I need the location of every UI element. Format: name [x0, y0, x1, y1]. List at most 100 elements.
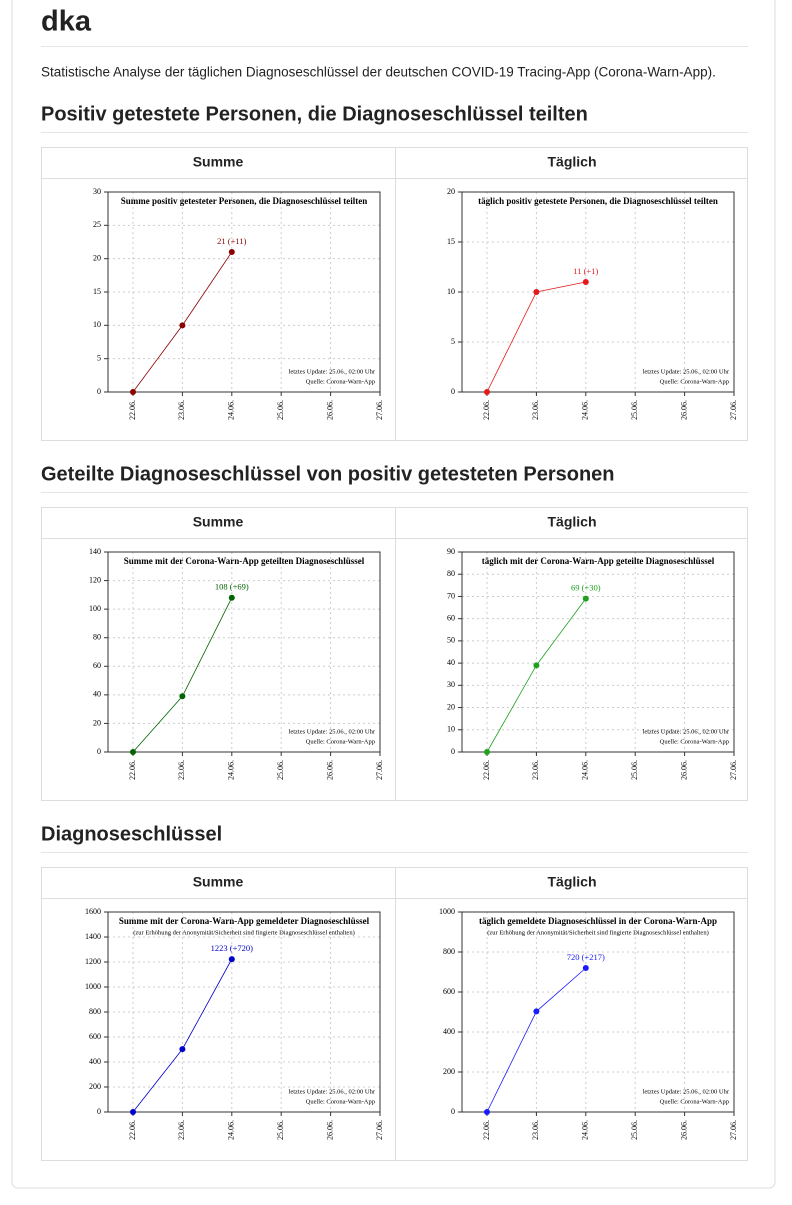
intro: Statistische Analyse der täglichen Diagn…: [41, 65, 716, 80]
column-heading: Täglich: [547, 154, 596, 170]
chart-note: Quelle: Corona-Warn-App: [306, 378, 375, 385]
x-tick-label: 24.06.: [227, 760, 236, 780]
point: [130, 1109, 136, 1115]
y-tick-label: 30: [447, 680, 455, 689]
y-tick-label: 0: [97, 1107, 101, 1116]
y-tick-label: 50: [447, 636, 455, 645]
value-label: 69 (+30): [571, 583, 601, 593]
x-tick-label: 27.06.: [729, 760, 738, 780]
plot-frame: [107, 551, 381, 753]
x-tick-label: 27.06.: [375, 760, 384, 780]
y-tick-label: 40: [93, 690, 101, 699]
y-tick-label: 20: [447, 187, 455, 196]
column-heading: Summe: [193, 514, 244, 530]
y-tick-label: 600: [89, 1032, 101, 1041]
chart-title: täglich positiv getestete Personen, die …: [478, 196, 718, 206]
y-tick-label: 5: [97, 353, 101, 362]
x-tick-label: 25.06.: [276, 400, 285, 420]
y-tick-label: 90: [447, 547, 455, 556]
x-tick-label: 24.06.: [581, 400, 590, 420]
y-tick-label: 0: [451, 387, 455, 396]
chart-title: täglich gemeldete Diagnoseschlüssel in d…: [479, 916, 717, 926]
chart-note: letztes Update: 25.06., 02:00 Uhr: [289, 728, 376, 735]
y-tick-label: 70: [447, 591, 455, 600]
y-tick-label: 0: [97, 747, 101, 756]
chart-note: letztes Update: 25.06., 02:00 Uhr: [643, 368, 730, 375]
x-tick-label: 27.06.: [729, 1120, 738, 1140]
x-tick-label: 27.06.: [375, 1120, 384, 1140]
y-tick-label: 140: [89, 547, 101, 556]
plot-frame: [461, 911, 735, 1113]
x-tick-label: 22.06.: [482, 760, 491, 780]
section-title: Positiv getestete Personen, die Diagnose…: [41, 103, 588, 125]
y-tick-label: 10: [447, 287, 455, 296]
y-tick-label: 60: [447, 613, 455, 622]
x-tick-label: 27.06.: [729, 400, 738, 420]
point: [484, 749, 490, 755]
y-tick-label: 20: [93, 253, 101, 262]
plot-frame: [461, 191, 735, 393]
point: [130, 749, 136, 755]
x-tick-label: 22.06.: [128, 400, 137, 420]
x-tick-label: 23.06.: [531, 760, 540, 780]
value-label: 1223 (+720): [211, 943, 253, 953]
x-tick-label: 26.06.: [679, 400, 688, 420]
point: [228, 956, 235, 963]
x-tick-label: 23.06.: [531, 1120, 540, 1140]
y-tick-label: 25: [93, 220, 101, 229]
x-tick-label: 26.06.: [679, 760, 688, 780]
y-tick-label: 400: [89, 1057, 101, 1066]
x-tick-label: 26.06.: [325, 400, 334, 420]
point: [582, 595, 589, 602]
chart-note: Quelle: Corona-Warn-App: [660, 738, 729, 745]
y-tick-label: 100: [89, 604, 101, 613]
chart-title: Summe mit der Corona-Warn-App gemeldeter…: [119, 916, 370, 926]
y-tick-label: 15: [447, 237, 455, 246]
x-tick-label: 22.06.: [128, 760, 137, 780]
point: [228, 249, 235, 255]
x-tick-label: 26.06.: [679, 1120, 688, 1140]
page-title: dka: [41, 6, 92, 38]
point: [484, 389, 490, 395]
plot-frame: [461, 551, 735, 753]
point: [179, 693, 186, 700]
point: [533, 1008, 540, 1015]
value-label: 720 (+217): [567, 952, 605, 962]
y-tick-label: 20: [447, 702, 455, 711]
y-tick-label: 20: [93, 718, 101, 727]
y-tick-label: 1000: [85, 982, 101, 991]
x-tick-label: 22.06.: [482, 1120, 491, 1140]
y-tick-label: 15: [93, 287, 101, 296]
table: [41, 507, 748, 801]
table: [41, 147, 748, 441]
chart-note: Quelle: Corona-Warn-App: [306, 738, 375, 745]
y-tick-label: 1600: [85, 907, 101, 916]
column-heading: Summe: [193, 154, 244, 170]
x-tick-label: 24.06.: [227, 400, 236, 420]
y-tick-label: 1000: [439, 907, 455, 916]
column-heading: Täglich: [547, 874, 596, 890]
y-tick-label: 800: [89, 1007, 101, 1016]
chart-note: Quelle: Corona-Warn-App: [660, 1098, 729, 1105]
y-tick-label: 0: [451, 1107, 455, 1116]
y-tick-label: 30: [93, 187, 101, 196]
y-tick-label: 5: [451, 337, 455, 346]
x-tick-label: 25.06.: [630, 400, 639, 420]
x-tick-label: 23.06.: [531, 400, 540, 420]
section-title: Geteilte Diagnoseschlüssel von positiv g…: [41, 463, 615, 485]
value-label: 11 (+1): [573, 266, 598, 276]
point: [582, 965, 589, 971]
x-tick-label: 24.06.: [581, 760, 590, 780]
x-tick-label: 23.06.: [177, 1120, 186, 1140]
section-title: Diagnoseschlüssel: [41, 823, 222, 845]
y-tick-label: 600: [443, 987, 455, 996]
y-tick-label: 400: [443, 1027, 455, 1036]
y-tick-label: 800: [443, 947, 455, 956]
chart-note: letztes Update: 25.06., 02:00 Uhr: [643, 1088, 730, 1095]
chart-title: täglich mit der Corona-Warn-App geteilte…: [482, 556, 715, 566]
plot-frame: [107, 911, 381, 1113]
point: [533, 662, 540, 669]
y-tick-label: 60: [93, 661, 101, 670]
x-tick-label: 24.06.: [227, 1120, 236, 1140]
point: [533, 289, 540, 295]
